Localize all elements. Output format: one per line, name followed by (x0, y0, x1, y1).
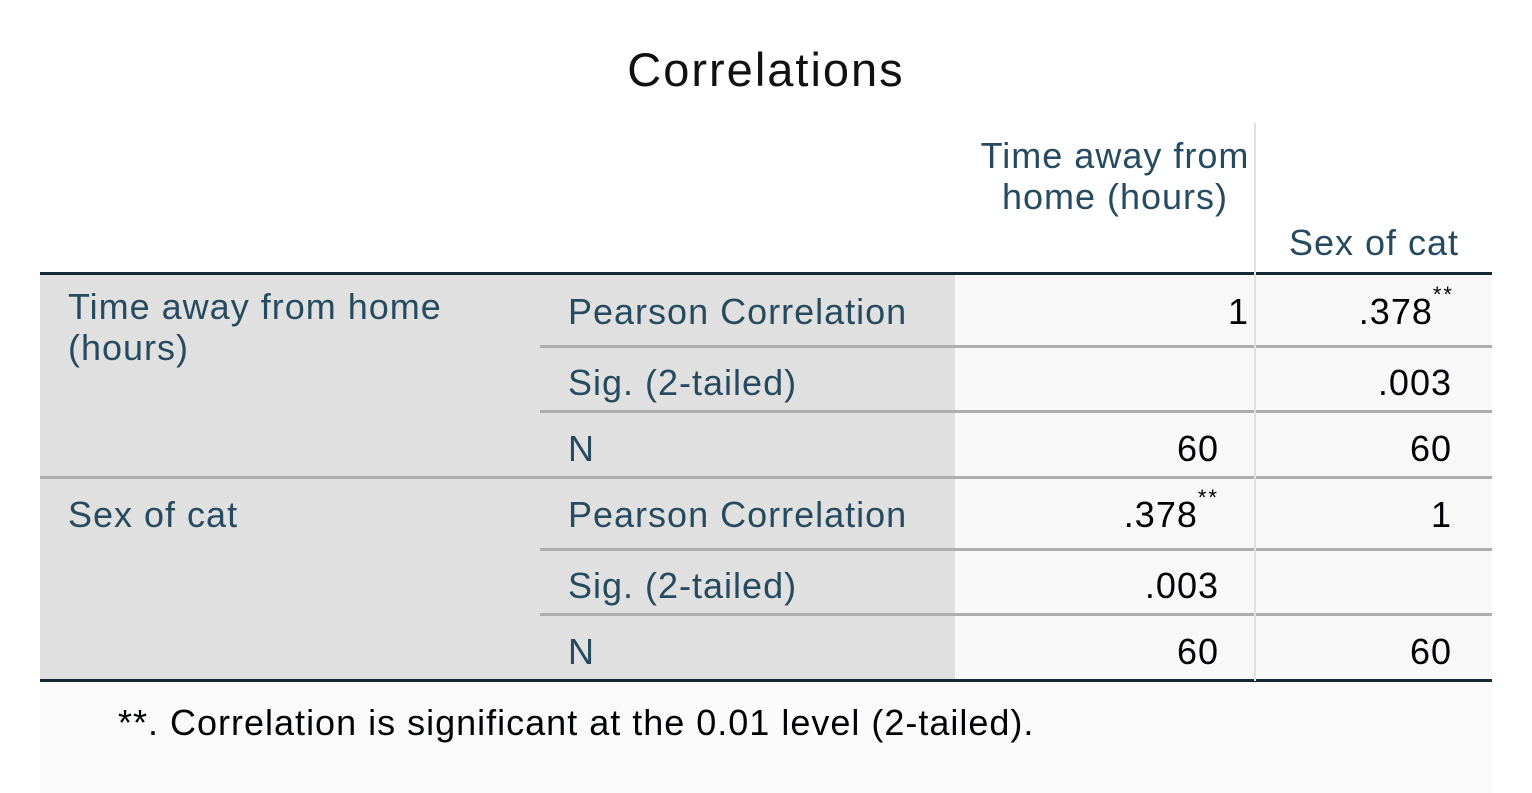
stat-label-pearson-2: Pearson Correlation (568, 494, 908, 535)
stat-label-n-1: N (568, 428, 595, 469)
bottom-rule (40, 679, 1492, 682)
row-label-time-away: Time away from home (hours) (68, 286, 442, 368)
table-title: Correlations (627, 43, 905, 96)
stat-label-sig-1: Sig. (2-tailed) (568, 362, 798, 403)
row-divider (540, 410, 1492, 413)
value-r1-n-c1: 60 (1176, 428, 1219, 469)
row-header-block-2 (40, 478, 955, 680)
stat-label-sig-2: Sig. (2-tailed) (568, 565, 798, 606)
value-r2-pearson-c1: .378** (1123, 485, 1219, 535)
value-r1-pearson-c2: .378** (1358, 282, 1454, 332)
row-divider (540, 548, 1492, 551)
value-r2-n-c2: 60 (1409, 631, 1452, 672)
row-header-block-1 (40, 275, 955, 477)
value-r2-pearson-c2: 1 (1430, 494, 1452, 535)
footnote: **. Correlation is significant at the 0.… (118, 702, 1035, 743)
header-rule (40, 272, 1492, 275)
value-r2-sig-c1: .003 (1144, 565, 1219, 606)
row-divider (540, 613, 1492, 616)
footnote-background (40, 682, 1492, 793)
column-header-time-away: Time away from home (hours) (980, 135, 1250, 217)
value-r2-n-c1: 60 (1176, 631, 1219, 672)
column-divider (1254, 123, 1256, 681)
value-r1-pearson-c1: 1 (1227, 291, 1249, 332)
value-r1-n-c2: 60 (1409, 428, 1452, 469)
row-divider (540, 345, 1492, 348)
value-r1-sig-c2: .003 (1377, 362, 1452, 403)
group-divider (40, 476, 1492, 479)
row-label-sex-of-cat: Sex of cat (68, 494, 239, 535)
stat-label-pearson-1: Pearson Correlation (568, 291, 908, 332)
stat-label-n-2: N (568, 631, 595, 672)
column-header-sex-of-cat: Sex of cat (1288, 222, 1460, 263)
